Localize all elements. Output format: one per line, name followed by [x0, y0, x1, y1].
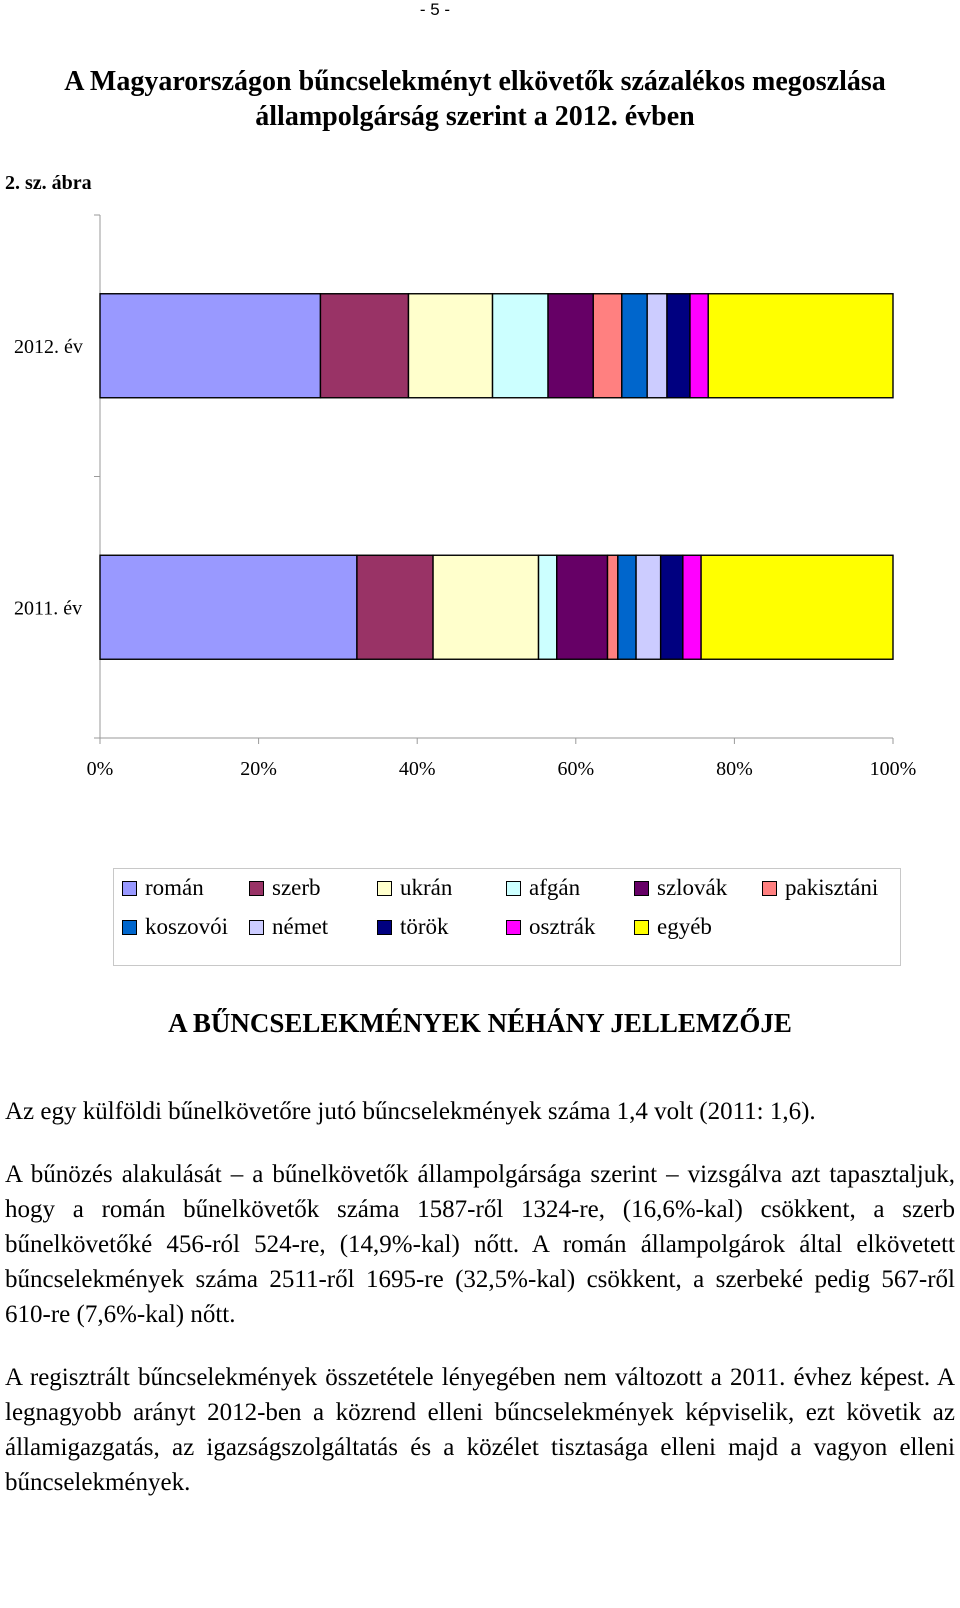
x-tick-label: 100% — [870, 758, 917, 780]
bar-segment — [689, 293, 709, 399]
bar-segment — [666, 293, 691, 399]
bar-segment — [319, 293, 410, 399]
legend-swatch — [122, 919, 137, 935]
legend-swatch — [377, 880, 392, 896]
legend-swatch — [122, 880, 137, 896]
stacked-bar-chart: 0% 20% 40% 60% 80% 100% 2012. év 2011. év — [14, 214, 917, 780]
legend-item: koszovói — [122, 914, 228, 940]
chart-legend: román szerb ukrán afgán szlovák pakisztáni kos… — [113, 868, 901, 966]
bar-segment — [646, 293, 668, 399]
figure-title: A Magyarországon bűncselekményt elkövető… — [0, 64, 950, 134]
bar-segment — [617, 554, 637, 660]
x-tick-label: 40% — [399, 758, 436, 780]
paragraph-1: Az egy külföldi bűnelkövetőre jutó bűncs… — [5, 1098, 816, 1125]
figure-title-line-1: A Magyarországon bűncselekményt elkövető… — [64, 66, 886, 97]
bar-segment — [707, 293, 894, 399]
category-label: 2012. év — [14, 336, 83, 358]
bar-segment — [547, 293, 594, 399]
body-text: Az egy külföldi bűnelkövetőre jutó bűncs… — [5, 1094, 955, 1528]
x-tick-label: 0% — [87, 758, 114, 780]
bar-segment — [537, 554, 558, 660]
legend-swatch — [249, 880, 264, 896]
legend-swatch — [249, 919, 264, 935]
legend-label: német — [272, 914, 329, 939]
bar-segment — [659, 554, 684, 660]
legend-item: török — [377, 914, 449, 940]
legend-swatch — [506, 919, 521, 935]
legend-swatch — [377, 919, 392, 935]
bar-segment — [556, 554, 609, 660]
legend-label: osztrák — [529, 914, 596, 939]
bar-segment — [682, 554, 702, 660]
legend-item: szerb — [249, 875, 321, 901]
bar-segment — [356, 554, 434, 660]
bar-segment — [432, 554, 540, 660]
legend-label: román — [145, 875, 204, 900]
legend-label: szerb — [272, 875, 321, 900]
bar-segment — [606, 554, 619, 660]
legend-label: ukrán — [400, 875, 453, 900]
legend-item: afgán — [506, 875, 580, 901]
legend-label: pakisztáni — [785, 875, 879, 900]
section-heading: A BŰNCSELEKMÉNYEK NÉHÁNY JELLEMZŐJE — [168, 1008, 792, 1038]
bar-segment — [621, 293, 648, 399]
legend-item: német — [249, 914, 328, 940]
figure-title-line-2: állampolgárság szerint a 2012. évben — [255, 101, 695, 132]
legend-item: egyéb — [634, 914, 712, 940]
bar-segment — [700, 554, 894, 660]
page-number: - 5 - — [419, 0, 451, 19]
bar-segment — [407, 293, 494, 399]
legend-item: osztrák — [506, 914, 595, 940]
legend-swatch — [634, 880, 649, 896]
legend-swatch — [762, 880, 777, 896]
legend-label: afgán — [529, 875, 581, 900]
legend-swatch — [634, 919, 649, 935]
figure-number: 2. sz. ábra — [5, 172, 92, 194]
legend-label: koszovói — [145, 914, 229, 939]
bar-segment — [635, 554, 662, 660]
x-tick-label: 20% — [240, 758, 277, 780]
bar-segment — [592, 293, 623, 399]
paragraph-3: A regisztrált bűncselekmények összetétel… — [5, 1364, 955, 1496]
category-label: 2011. év — [14, 597, 82, 619]
legend-item: pakisztáni — [762, 875, 878, 901]
paragraph-2: A bűnözés alakulását – a bűnelkövetők ál… — [5, 1161, 955, 1328]
x-tick-label: 80% — [716, 758, 753, 780]
bar-segment — [99, 554, 358, 660]
legend-label: szlovák — [657, 875, 728, 900]
legend-item: szlovák — [634, 875, 727, 901]
legend-item: ukrán — [377, 875, 452, 901]
legend-label: török — [400, 914, 449, 939]
bar-segment — [491, 293, 549, 399]
legend-item: román — [122, 875, 204, 901]
bar-segment — [99, 293, 322, 399]
x-tick-label: 60% — [557, 758, 594, 780]
legend-swatch — [506, 880, 521, 896]
legend-label: egyéb — [657, 914, 712, 939]
